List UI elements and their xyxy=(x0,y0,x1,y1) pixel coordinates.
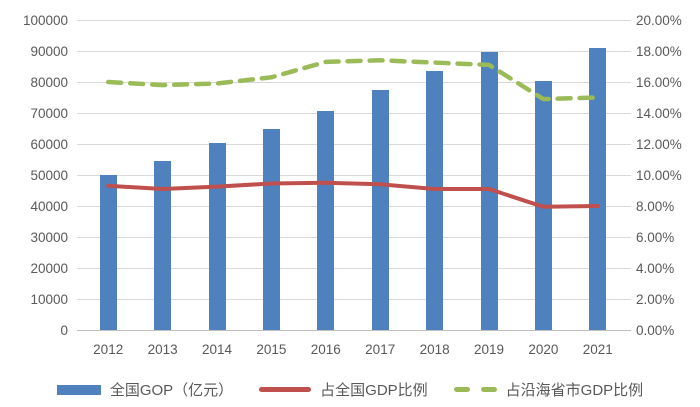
gridline xyxy=(77,143,631,145)
gridline xyxy=(77,19,631,21)
bar-2021 xyxy=(589,48,607,330)
gridline xyxy=(77,174,631,176)
right-axis-tick-label: 20.00% xyxy=(636,12,682,28)
legend-label-coastal-share: 占沿海省市GDP比例 xyxy=(505,382,644,399)
x-axis-line xyxy=(77,329,631,331)
x-axis-tick-label: 2019 xyxy=(473,342,505,357)
right-axis-tick-label: 2.00% xyxy=(636,291,675,307)
left-axis-tick-label: 90000 xyxy=(30,43,68,59)
x-axis-tick-label: 2012 xyxy=(93,342,124,357)
left-axis-tick-label: 70000 xyxy=(30,105,68,121)
left-axis-tick-label: 30000 xyxy=(30,229,68,245)
legend: 全国GOP（亿元） 占全国GDP比例 占沿海省市GDP比例 xyxy=(0,379,700,400)
right-axis-tick-label: 16.00% xyxy=(636,74,682,90)
x-axis-tick-label: 2016 xyxy=(310,342,341,357)
left-axis-tick-label: 20000 xyxy=(30,260,68,276)
left-axis-tick-label: 80000 xyxy=(30,74,68,90)
legend-item-coastal-share: 占沿海省市GDP比例 xyxy=(453,379,644,400)
left-axis-tick-label: 50000 xyxy=(30,167,68,183)
bar-2019 xyxy=(480,52,498,330)
legend-item-national-share: 占全国GDP比例 xyxy=(259,379,428,400)
right-axis-tick-label: 4.00% xyxy=(636,260,675,276)
green-dashed-swatch xyxy=(453,387,497,392)
left-axis-tick-label: 60000 xyxy=(30,136,68,152)
bar-2014 xyxy=(208,143,226,330)
left-axis-tick-label: 0 xyxy=(60,322,68,338)
national-share-line xyxy=(106,180,600,209)
bar-2020 xyxy=(534,80,552,330)
right-axis-tick-label: 10.00% xyxy=(636,167,682,183)
right-axis-tick-label: 0.00% xyxy=(636,322,675,338)
right-axis-tick-label: 6.00% xyxy=(636,229,675,245)
x-axis-tick-label: 2018 xyxy=(419,342,450,357)
x-axis-tick-label: 2013 xyxy=(147,342,178,357)
bar-2015 xyxy=(262,129,280,330)
gridline xyxy=(77,50,631,52)
coastal-share-line xyxy=(105,58,601,102)
red-line-swatch xyxy=(259,387,312,392)
left-axis-tick-label: 10000 xyxy=(30,291,68,307)
right-axis-tick-label: 8.00% xyxy=(636,198,675,214)
x-axis-tick-label: 2021 xyxy=(582,342,613,357)
x-axis-tick-label: 2020 xyxy=(528,342,559,357)
legend-item-gdp-bars: 全国GOP（亿元） xyxy=(56,379,234,400)
legend-label-national-share: 占全国GDP比例 xyxy=(320,382,428,399)
bar-2013 xyxy=(154,160,172,330)
gridline xyxy=(77,236,631,238)
gridline xyxy=(77,267,631,269)
right-axis-tick-label: 12.00% xyxy=(636,136,682,152)
right-axis-tick-label: 18.00% xyxy=(636,43,682,59)
gridline xyxy=(77,112,631,114)
x-axis-tick-label: 2017 xyxy=(365,342,396,357)
bar-2016 xyxy=(317,111,335,330)
legend-label-gdp: 全国GOP（亿元） xyxy=(109,382,234,399)
bar-2018 xyxy=(426,70,444,330)
bar-series-swatch xyxy=(56,384,101,395)
x-axis-tick-label: 2014 xyxy=(201,342,233,357)
left-axis-tick-label: 100000 xyxy=(22,12,68,28)
bar-2012 xyxy=(99,174,117,330)
right-axis-tick-label: 14.00% xyxy=(636,105,682,121)
left-axis-tick-label: 40000 xyxy=(30,198,68,214)
x-axis-tick-label: 2015 xyxy=(256,342,287,357)
gridline xyxy=(77,298,631,300)
bar-2017 xyxy=(371,90,389,330)
